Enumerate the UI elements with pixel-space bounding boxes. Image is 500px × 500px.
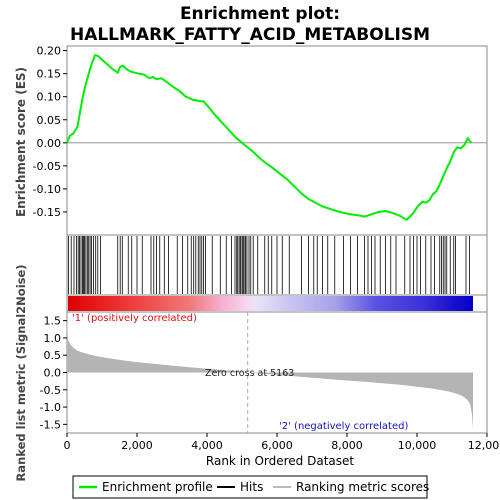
x-tick-label: 10,000	[398, 439, 437, 452]
metric-y-tick-label: -1.0	[40, 401, 61, 414]
rank-colorbar-gradient	[68, 296, 473, 311]
metric-y-tick-label: -1.5	[40, 418, 61, 431]
x-tick-label: 0	[64, 439, 71, 452]
metric-panel: 1.5 1.0 0.5 0.0 -0.5 -1.0 -1.5 Zero cross at 5…	[40, 311, 488, 434]
hits-group	[68, 236, 470, 294]
legend-label-hits: Hits	[240, 480, 263, 494]
metric-y-tick-label: 0.5	[44, 349, 62, 362]
es-y-tick-label: -0.15	[33, 206, 61, 219]
es-y-tick-label: 0.20	[37, 45, 62, 58]
es-y-tick-label: -0.05	[33, 160, 61, 173]
es-panel-frame	[66, 45, 488, 236]
es-y-tick-label: 0.10	[37, 91, 62, 104]
x-tick-label: 4,000	[191, 439, 223, 452]
legend-label-metric: Ranking metric scores	[296, 480, 429, 494]
es-y-tick-label: -0.10	[33, 183, 61, 196]
es-y-tick-label: 0.00	[37, 137, 62, 150]
rank-colorbar	[66, 294, 488, 313]
metric-y-tick-label: -0.5	[40, 384, 61, 397]
es-y-tick-label: 0.05	[37, 114, 62, 127]
x-tick-label: 6,000	[261, 439, 293, 452]
metric-y-tick-label: 1.5	[44, 315, 62, 328]
x-tick-label: 2,000	[121, 439, 153, 452]
negative-correlation-label: '2' (negatively correlated)	[279, 421, 408, 432]
x-tick-label: 8,000	[331, 439, 363, 452]
es-panel: 0.20 0.15 0.10 0.05 0.00 -0.05 -0.10 -0.15	[33, 45, 488, 236]
legend: Enrichment profile Hits Ranking metric s…	[72, 475, 429, 499]
metric-y-axis: 1.5 1.0 0.5 0.0 -0.5 -1.0 -1.5	[40, 315, 67, 431]
ranking-metric-area	[67, 317, 473, 429]
legend-label-enrichment: Enrichment profile	[102, 480, 213, 494]
enrichment-profile-line	[66, 54, 473, 222]
positive-correlation-label: '1' (positively correlated)	[72, 313, 197, 324]
es-y-tick-label: 0.15	[37, 68, 62, 81]
es-y-axis-label: Enrichment score (ES)	[14, 67, 28, 217]
metric-y-tick-label: 1.0	[44, 332, 62, 345]
es-y-axis: 0.20 0.15 0.10 0.05 0.00 -0.05 -0.10 -0.15	[33, 45, 67, 219]
legend-box	[72, 475, 428, 499]
x-axis-label: Rank in Ordered Dataset	[206, 454, 354, 468]
x-tick-label: 12,000	[468, 439, 500, 452]
hits-panel	[66, 234, 488, 296]
x-axis: 0 2,000 4,000 6,000 8,000 10,000 12,000	[64, 433, 500, 452]
metric-y-axis-label: Ranked list metric (Signal2Noise)	[14, 264, 28, 481]
chart-title-line2: HALLMARK_FATTY_ACID_METABOLISM	[70, 25, 430, 45]
metric-y-tick-label: 0.0	[44, 367, 62, 380]
zero-cross-label: Zero cross at 5163	[205, 368, 294, 379]
chart-title-line1: Enrichment plot:	[180, 4, 340, 24]
